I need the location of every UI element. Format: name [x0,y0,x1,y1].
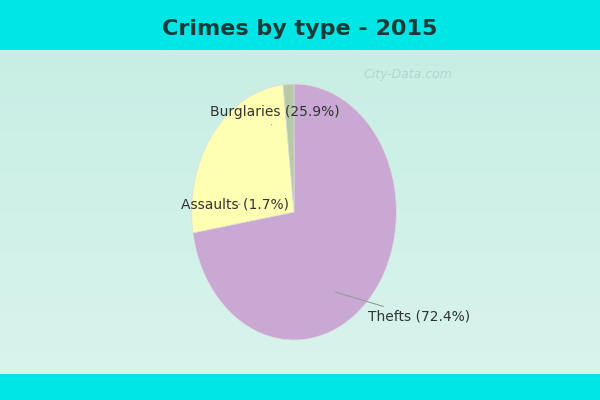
Text: Burglaries (25.9%): Burglaries (25.9%) [210,105,340,125]
Wedge shape [191,85,294,233]
Text: City-Data.com: City-Data.com [364,68,453,81]
Text: Thefts (72.4%): Thefts (72.4%) [335,292,470,324]
Text: Crimes by type - 2015: Crimes by type - 2015 [163,19,437,39]
Text: Assaults (1.7%): Assaults (1.7%) [181,197,289,211]
Wedge shape [283,84,294,212]
Wedge shape [193,84,397,340]
